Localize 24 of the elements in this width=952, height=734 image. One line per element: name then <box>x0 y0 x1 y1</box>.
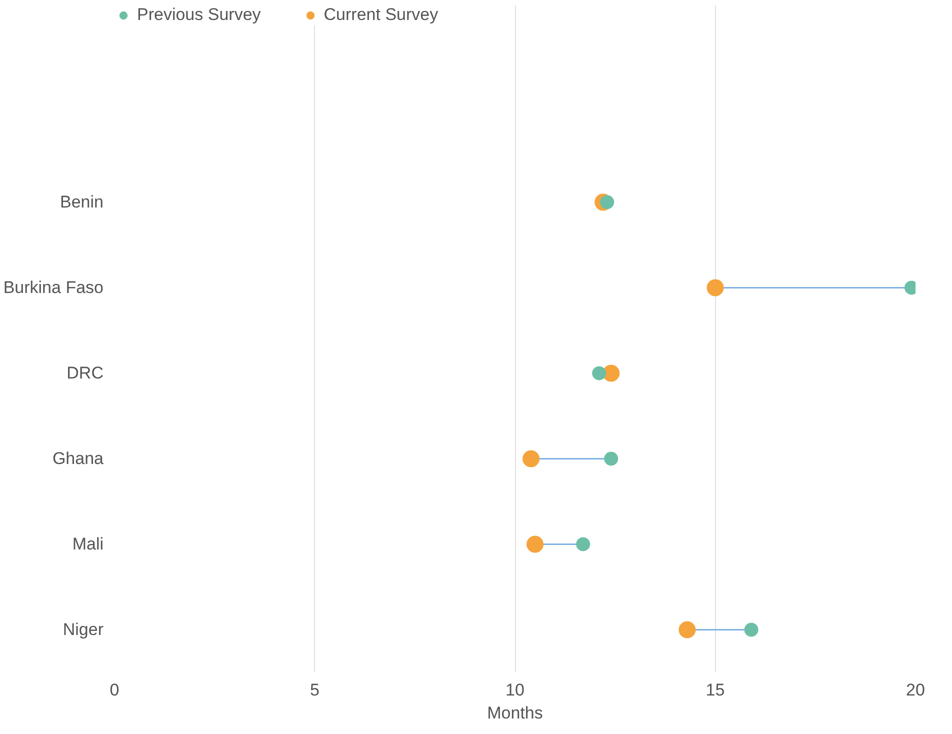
point <box>522 450 540 468</box>
y-tick-label: Ghana <box>52 449 104 468</box>
x-tick-label: 5 <box>310 680 320 700</box>
y-tick-label: Niger <box>62 620 104 640</box>
x-tick-label: 0 <box>110 680 120 700</box>
y-tick-label: Burkina Faso <box>3 278 104 298</box>
y-tick-label: Benin <box>60 192 104 212</box>
point <box>602 364 620 382</box>
point <box>744 622 758 637</box>
point <box>576 537 590 552</box>
point <box>526 536 544 553</box>
legend-label: Previous Survey <box>137 5 261 25</box>
point <box>592 366 606 380</box>
point <box>600 195 614 210</box>
x-axis-title: Months <box>487 704 543 722</box>
point <box>678 621 696 638</box>
x-tick-label: 15 <box>706 680 725 700</box>
x-tick-label: 20 <box>906 680 925 700</box>
x-tick-label: 10 <box>506 680 524 700</box>
point <box>604 452 618 466</box>
point <box>706 279 724 296</box>
legend-label: Current Survey <box>324 5 438 25</box>
y-tick-label: Mali <box>72 534 104 554</box>
y-tick-label: DRC <box>66 364 104 383</box>
